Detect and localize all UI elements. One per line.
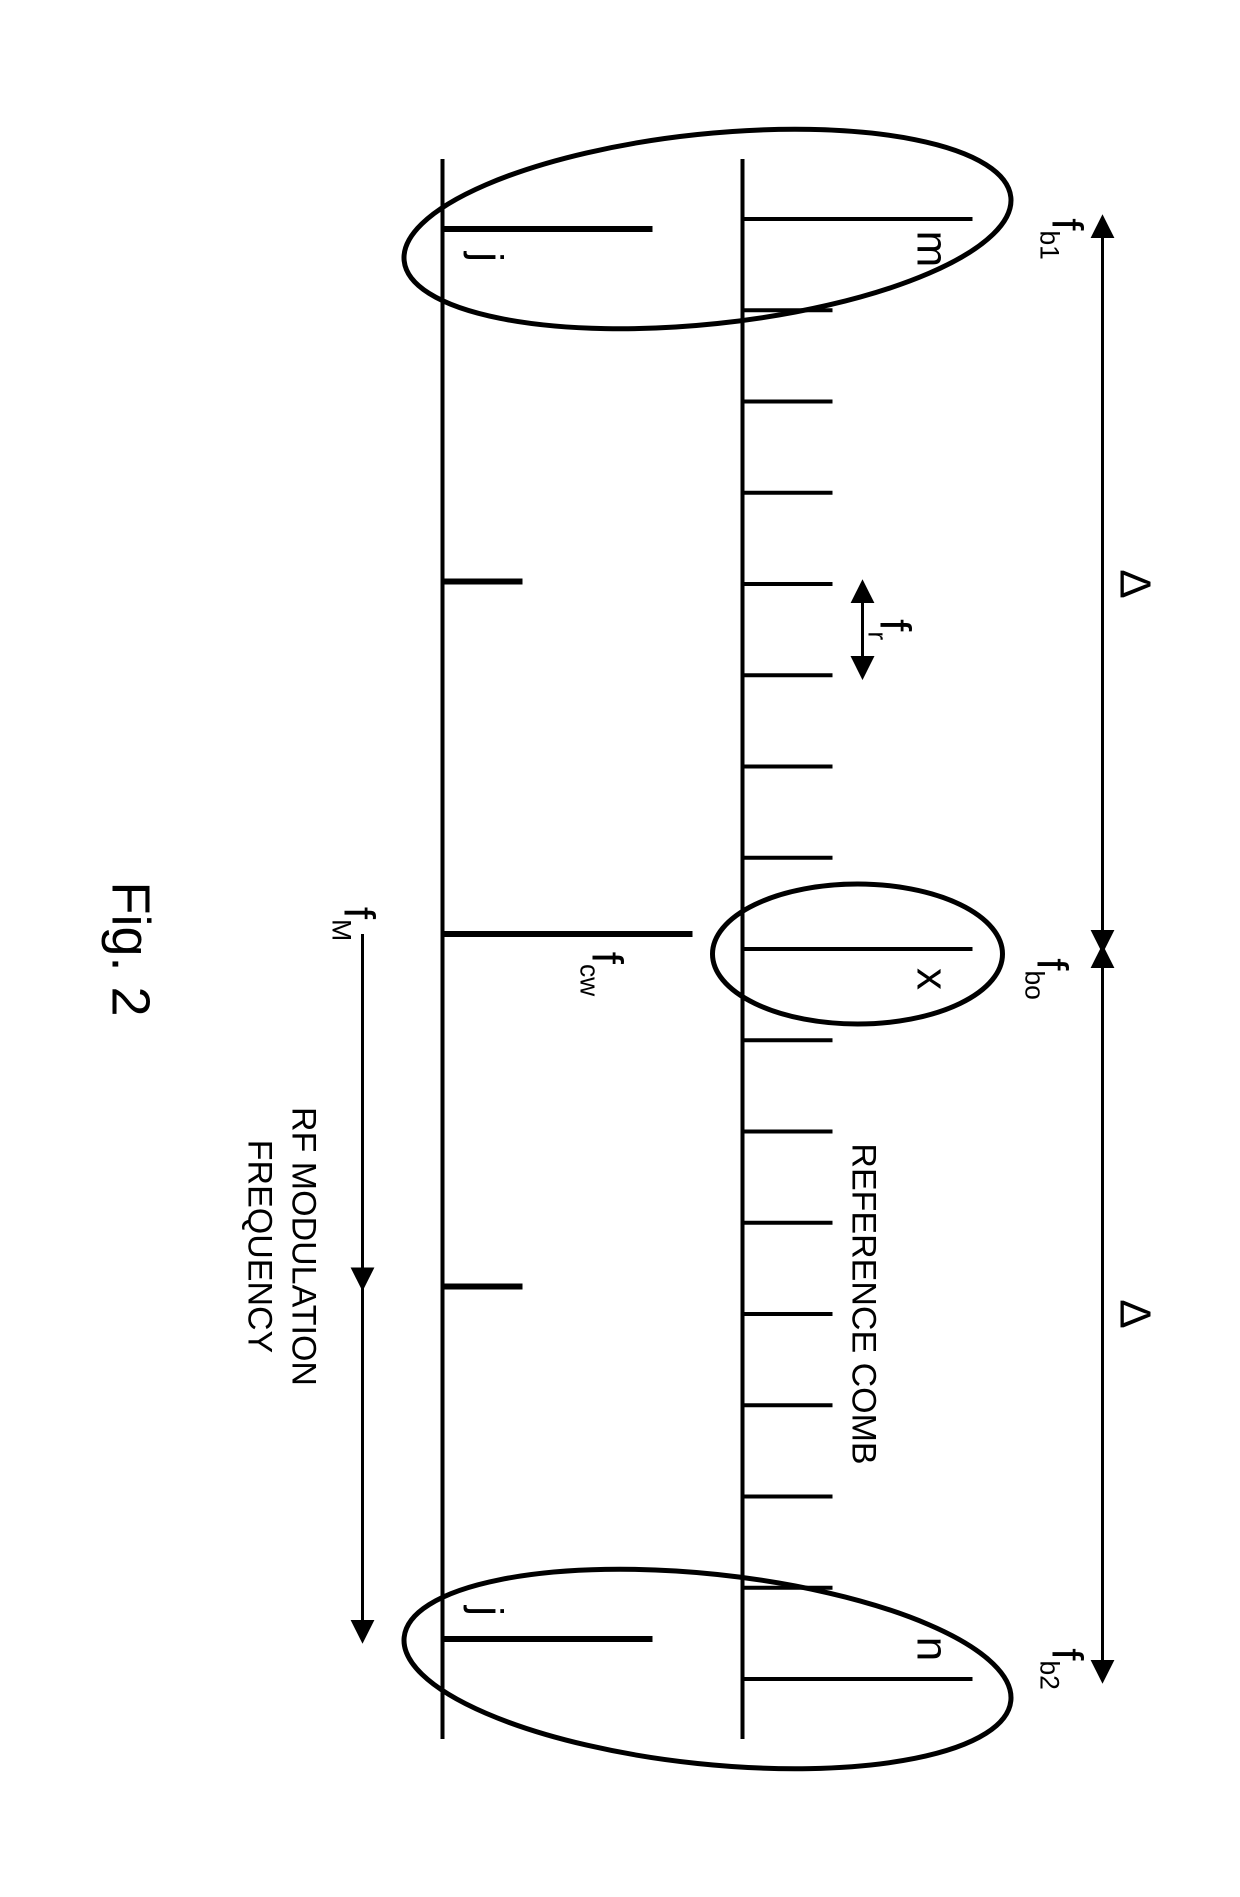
frequency-comb-diagram: REFERENCE COMB fr m n x fb1 fb2 fbo Δ Δj j fcw fM RF … (73, 99, 1173, 1799)
n-label: n (908, 1636, 957, 1660)
rf-mod-label-1: RF MODULATION (285, 1107, 323, 1386)
x-label: x (908, 968, 957, 990)
m-label: m (908, 230, 957, 267)
fbo-ellipse (713, 884, 1003, 1024)
fcw-label: fcw (575, 951, 632, 996)
fb2-ellipse (394, 1542, 1021, 1795)
j-label-right: j (463, 1604, 512, 1616)
j-label-left: j (463, 250, 512, 262)
diagram-canvas: REFERENCE COMB fr m n x fb1 fb2 fbo Δ Δj j fcw fM RF … (68, 99, 1173, 1799)
fb2-label: fb2 (1035, 1648, 1092, 1690)
reference-comb-label: REFERENCE COMB (845, 1143, 883, 1464)
rf-mod-label-2: FREQUENCY (241, 1139, 279, 1352)
fm-label: fM (327, 906, 384, 940)
delta-label-left: Δ (1111, 569, 1160, 598)
fb1-label: fb1 (1035, 218, 1092, 260)
fr-label: fr (863, 619, 920, 640)
figure-caption: Fig. 2 (101, 881, 161, 1016)
fbo-label: fbo (1020, 958, 1077, 1000)
delta-label-right: Δ (1111, 1299, 1160, 1328)
